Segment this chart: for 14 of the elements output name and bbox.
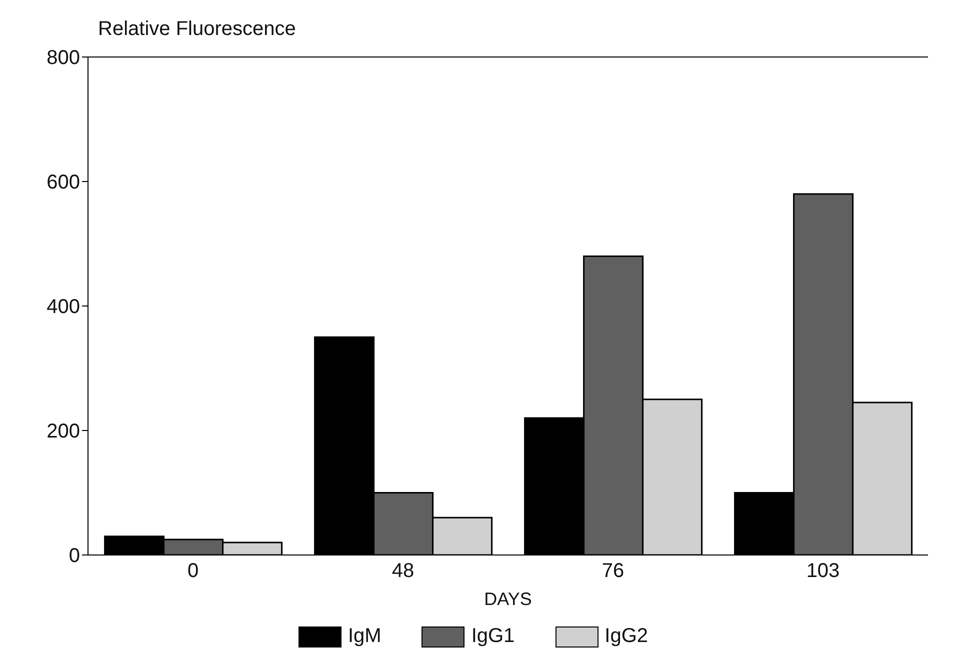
y-tick-label: 600 [46,172,80,194]
legend-label: IgM [348,625,382,648]
x-tick-label: 48 [392,560,414,582]
x-tick-label: 103 [806,560,840,582]
y-tick-label: 200 [46,420,80,443]
x-tick-label: 76 [602,560,624,582]
x-tick-label: 0 [187,560,199,582]
y-tick-label: 800 [46,47,80,70]
y-tick-label: 0 [68,545,80,568]
legend-label: IgG1 [471,625,515,648]
x-axis-title: DAYS [484,589,532,609]
legend-label: IgG2 [604,625,648,648]
y-axis-title: Relative Fluorescence [98,18,296,41]
y-tick-label: 400 [46,296,80,318]
